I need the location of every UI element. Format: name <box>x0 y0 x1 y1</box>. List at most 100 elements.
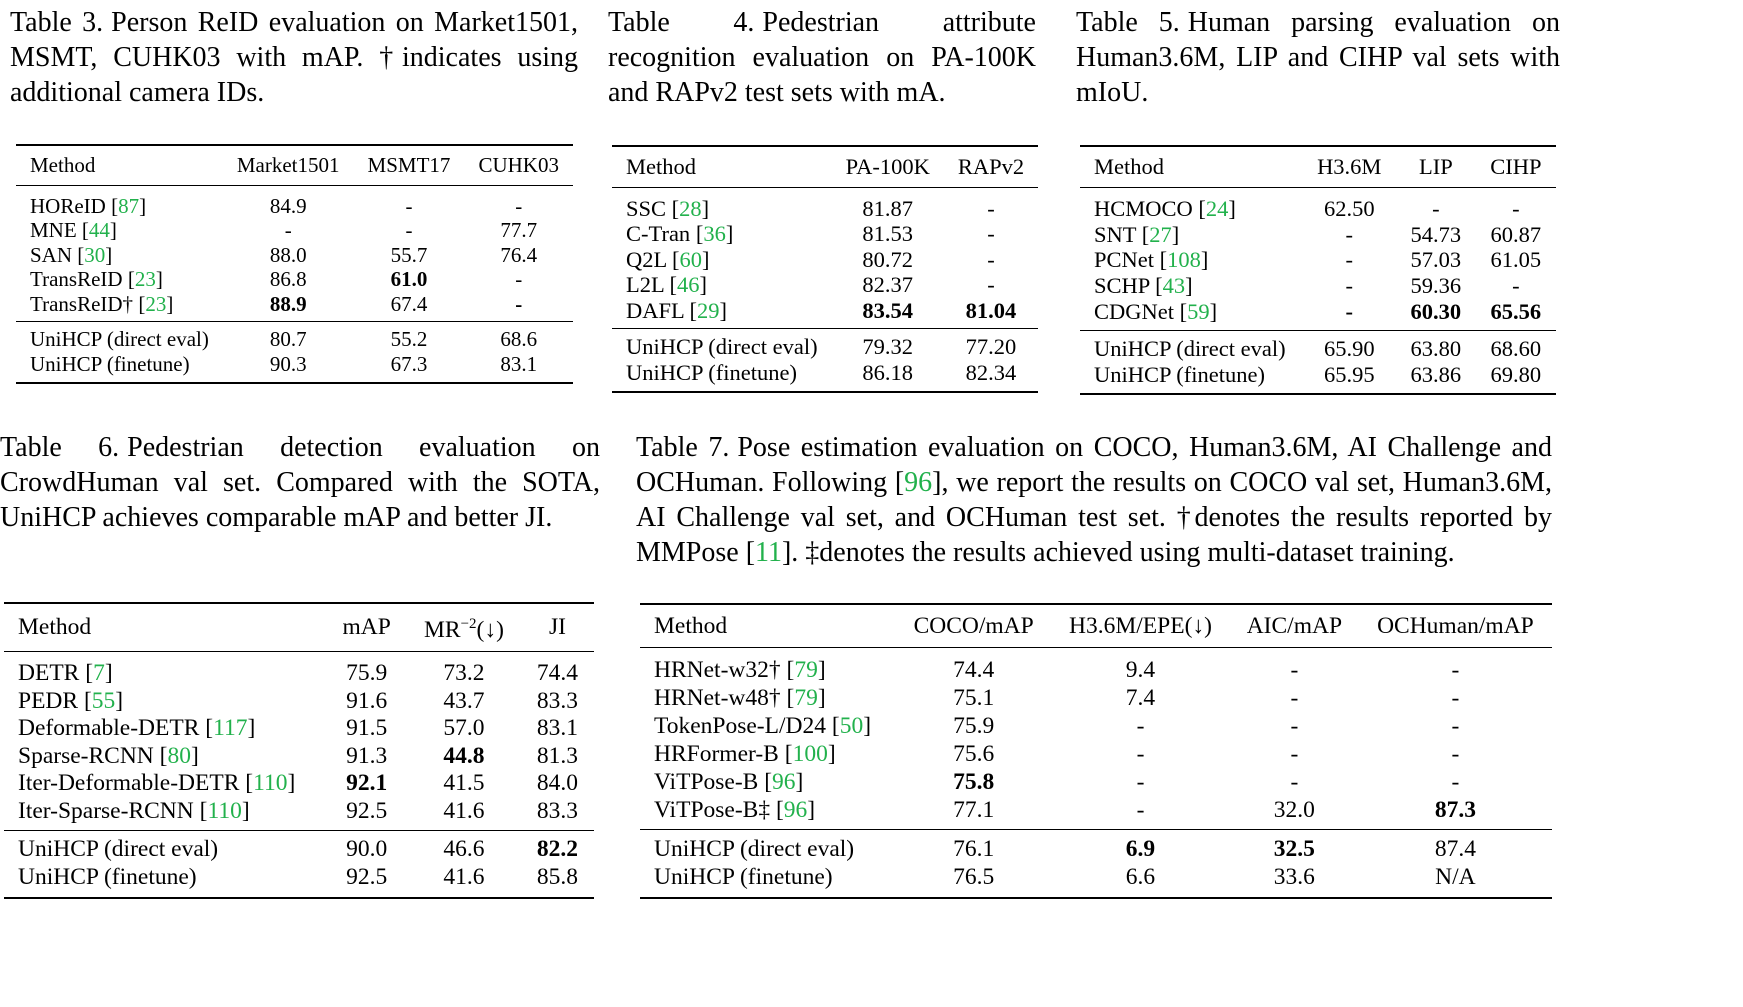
value-cell: - <box>1451 769 1460 795</box>
value-cell: 77.7 <box>500 218 538 242</box>
citation-link[interactable]: 55 <box>91 687 116 714</box>
citation-link[interactable]: 110 <box>253 770 288 797</box>
citation-link[interactable]: 79 <box>794 685 818 711</box>
value-cell: 77.20 <box>943 328 1039 360</box>
table6-main-body: DETR [7] 75.9 73.2 74.4 PEDR [55] 91.6 43.7 83.… <box>4 652 594 831</box>
table4: Method PA-100K RAPv2 SSC [28] 81.87- C-Tran [… <box>612 145 1039 393</box>
value-cell: - <box>987 195 995 221</box>
table-row: Q2L [60] 80.72 - <box>612 247 1038 273</box>
citation-link[interactable]: 59 <box>1187 298 1210 324</box>
value-cell: N/A <box>1435 864 1476 890</box>
value-cell: 74.4 <box>953 657 995 683</box>
value-cell: - <box>1136 769 1145 795</box>
value-cell: 75.9 <box>953 713 995 739</box>
value-cell: 6.6 <box>1125 864 1156 890</box>
table7-caption-b: ], we report the results on COCO val set… <box>636 467 1552 568</box>
table4-ours-body: UniHCP (direct eval) 79.32 77.20 UniHCP (fi… <box>612 328 1039 393</box>
method-cell: SCHP [43] <box>1094 273 1193 299</box>
value-cell: 82.2 <box>520 830 594 864</box>
table-row: HRNet-w48† [79] 75.1 7.4 - - <box>640 684 1552 712</box>
method-name: TokenPose-L/D24 <box>654 713 826 739</box>
citation-link[interactable]: 36 <box>703 221 726 246</box>
table-row: SAN [30] 88.0 55.7 76.4 <box>16 243 573 268</box>
value-cell: 59.36 <box>1410 273 1462 299</box>
citation-link[interactable]: 50 <box>839 713 864 739</box>
method-name: DAFL <box>626 297 684 323</box>
table-row: L2L [46] 82.37 - <box>612 272 1038 298</box>
table-row: HRFormer-B [100] 75.6 - - - <box>640 740 1552 768</box>
method-cell: ViTPose-B‡ [96] <box>654 797 816 823</box>
value-cell: 68.60 <box>1475 329 1556 362</box>
value-cell: - <box>1290 657 1299 683</box>
value-cell: 44.8 <box>443 742 485 769</box>
value-cell: 83.3 <box>536 797 579 824</box>
citation-link[interactable]: 28 <box>679 195 702 221</box>
value-cell: - <box>1451 657 1460 683</box>
value-cell: - <box>1512 273 1520 299</box>
method-cell: L2L [46] <box>626 272 708 297</box>
method-cell: SNT [27] <box>1094 221 1180 247</box>
table5-ours-body: UniHCP (direct eval) 65.90 63.80 68.60 UniHC… <box>1080 329 1556 395</box>
citation-link[interactable]: 29 <box>697 297 720 323</box>
value-cell: 63.86 <box>1410 361 1462 387</box>
table-row: CDGNet [59] - 60.30 65.56 <box>1080 299 1556 330</box>
method-name: PCNet <box>1094 247 1155 273</box>
column-header: CUHK03 <box>478 153 559 177</box>
citation-link[interactable]: 23 <box>134 267 156 291</box>
table5-header: Method H3.6M LIP CIHP <box>1080 146 1556 188</box>
method-cell: SAN [30] <box>30 242 113 267</box>
citation-link[interactable]: 7 <box>93 660 105 687</box>
value-cell: 87.4 <box>1358 829 1552 863</box>
table7-caption-cite[interactable]: 11 <box>755 537 782 568</box>
value-cell: 68.6 <box>464 321 573 352</box>
table-row: UniHCP (finetune) 92.5 41.6 85.8 <box>4 864 594 899</box>
value-cell: 75.8 <box>953 769 995 795</box>
value-cell: - <box>1345 247 1354 273</box>
table-row: HRNet-w32† [79] 74.4 9.4 - - <box>640 648 1552 685</box>
table6-ours-body: UniHCP (direct eval) 90.0 46.6 82.2 UniHCP (… <box>4 830 594 899</box>
value-cell: - <box>1451 741 1460 767</box>
citation-link[interactable]: 43 <box>1162 273 1186 299</box>
citation-link[interactable]: 79 <box>794 657 818 683</box>
value-cell: 83.1 <box>500 351 538 376</box>
table3-main-body: HOReID [87] 84.9- - MNE [44] - -77.7 SAN [30] 8… <box>16 185 573 322</box>
citation-link[interactable]: 44 <box>88 218 110 242</box>
citation-link[interactable]: 80 <box>167 742 191 769</box>
value-cell: - <box>1290 769 1299 795</box>
citation-link[interactable]: 108 <box>1167 247 1201 273</box>
value-cell: 55.2 <box>353 321 465 352</box>
column-header: Method <box>654 613 728 639</box>
citation-link[interactable]: 117 <box>213 715 248 742</box>
citation-link[interactable]: 96 <box>783 797 808 823</box>
table5-label: Table 5. <box>1076 7 1180 38</box>
value-cell: 9.4 <box>1125 657 1156 683</box>
method-name: L2L <box>626 272 664 297</box>
citation-link[interactable]: 110 <box>207 797 242 824</box>
method-cell: TransReID† [23] <box>30 291 174 316</box>
header-row: Method mAP MR−2(↓) JI <box>4 603 594 652</box>
citation-link[interactable]: 24 <box>1205 195 1229 221</box>
table3-caption-text: Person ReID evaluation on Market1501, MS… <box>10 7 578 108</box>
citation-link[interactable]: 60 <box>679 246 703 272</box>
citation-link[interactable]: 87 <box>118 193 140 218</box>
table-row: UniHCP (finetune) 76.5 6.6 33.6 N/A <box>640 863 1552 898</box>
table7-caption-cite[interactable]: 96 <box>904 467 933 498</box>
citation-link[interactable]: 100 <box>792 741 828 767</box>
citation-link[interactable]: 27 <box>1149 221 1172 247</box>
citation-link[interactable]: 96 <box>772 769 796 795</box>
method-name: HRFormer-B <box>654 741 779 767</box>
table-row: ViTPose-B [96] 75.8 - - - <box>640 768 1552 796</box>
value-cell: - <box>987 246 995 272</box>
value-cell: 86.8 <box>269 267 307 291</box>
citation-link[interactable]: 46 <box>677 272 700 297</box>
method-name: UniHCP (finetune) <box>18 863 197 890</box>
value-cell: 46.6 <box>406 830 521 864</box>
table-row: UniHCP (finetune) 90.3 67.3 83.1 <box>16 351 573 383</box>
value-cell: 61.0 <box>390 267 428 291</box>
column-header: MSMT17 <box>367 153 451 177</box>
value-cell: 60.87 <box>1490 221 1542 247</box>
table-row: UniHCP (direct eval) 76.1 6.9 32.5 87.4 <box>640 829 1552 863</box>
method-cell: UniHCP (finetune) <box>612 360 832 393</box>
citation-link[interactable]: 23 <box>145 291 167 316</box>
citation-link[interactable]: 30 <box>84 242 106 267</box>
